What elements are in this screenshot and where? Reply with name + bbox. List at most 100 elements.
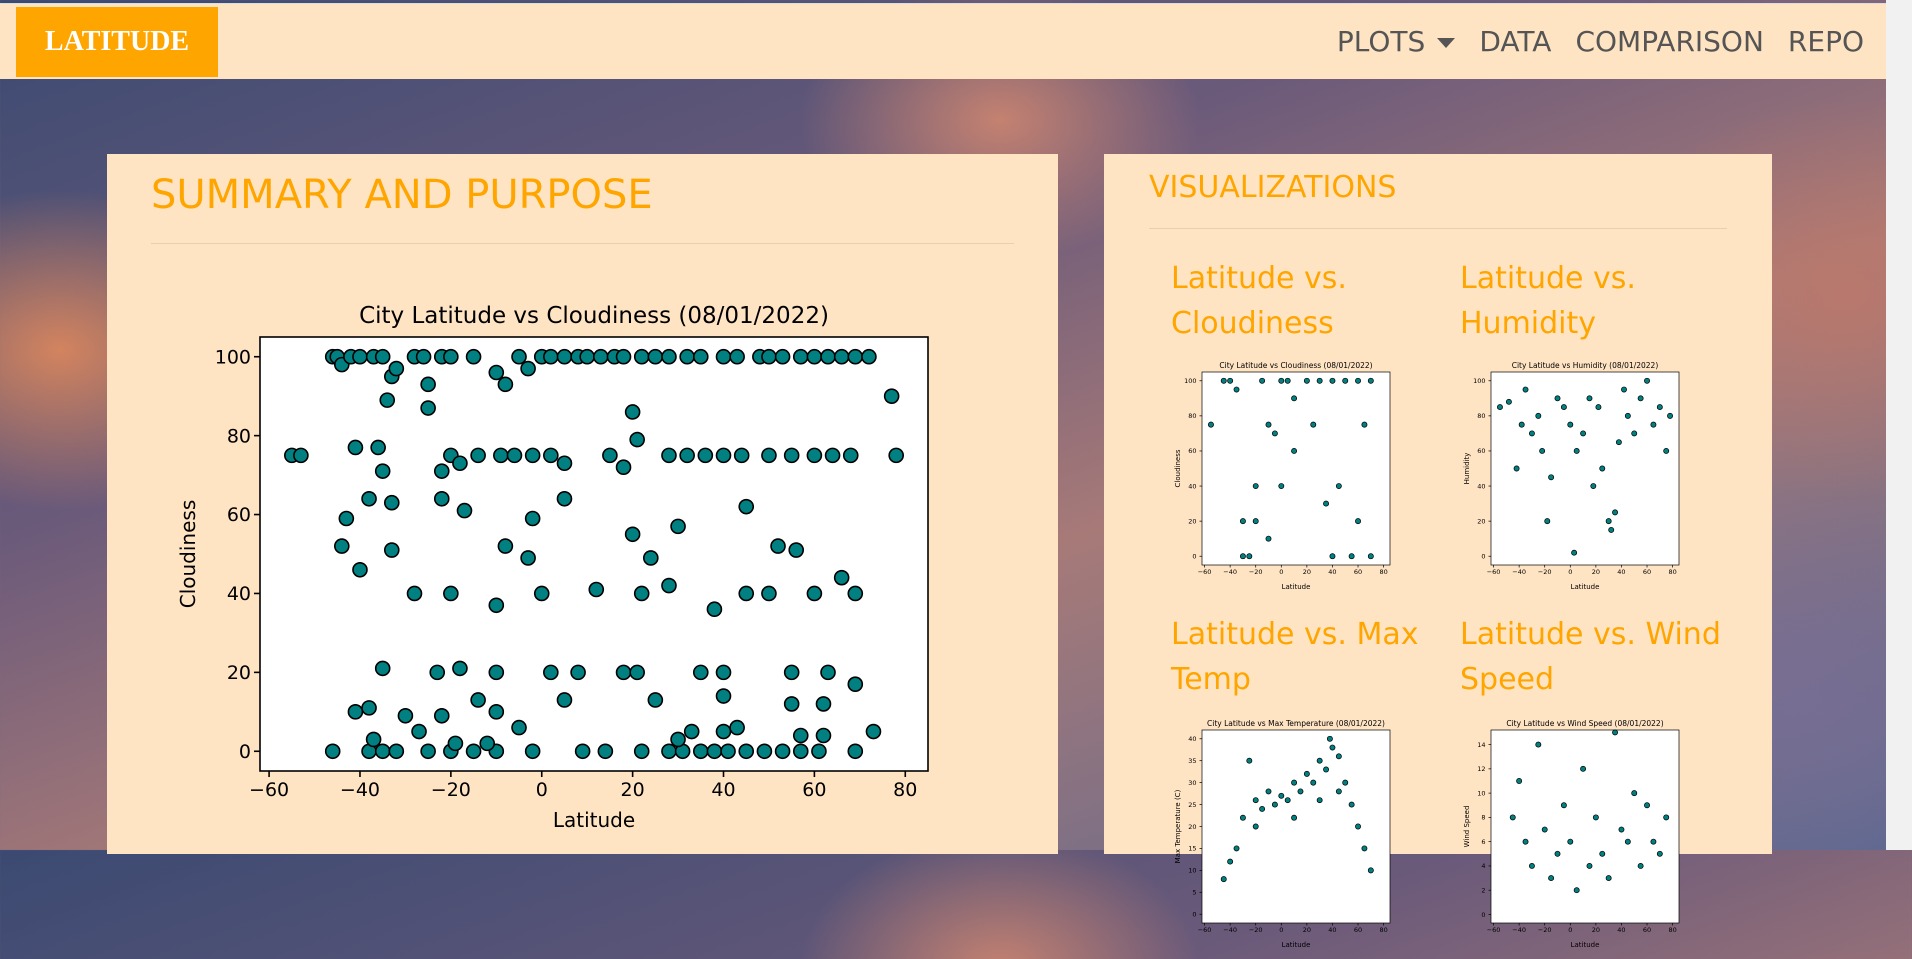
viz-heading[interactable]: Latitude vs. Humidity bbox=[1460, 261, 1636, 341]
point bbox=[615, 664, 632, 681]
point bbox=[602, 447, 618, 464]
x-tick-label: 40 bbox=[1328, 568, 1336, 576]
point bbox=[815, 696, 832, 712]
point bbox=[1323, 500, 1330, 507]
point bbox=[338, 510, 355, 527]
point bbox=[1310, 421, 1317, 428]
point bbox=[579, 348, 595, 365]
point bbox=[1567, 838, 1574, 845]
point bbox=[374, 463, 391, 479]
point bbox=[1567, 421, 1574, 428]
point bbox=[756, 743, 773, 760]
point bbox=[1326, 735, 1333, 742]
point bbox=[633, 743, 650, 760]
scrollbar[interactable] bbox=[1886, 0, 1912, 850]
x-tick-label: −40 bbox=[340, 779, 380, 801]
point bbox=[433, 463, 450, 479]
point bbox=[1316, 797, 1323, 804]
y-tick-label: 30 bbox=[1188, 779, 1196, 787]
y-tick-label: 40 bbox=[227, 583, 251, 605]
point bbox=[556, 348, 573, 365]
point bbox=[629, 664, 645, 681]
x-tick-label: 0 bbox=[1568, 926, 1572, 934]
point bbox=[1656, 850, 1663, 857]
point bbox=[361, 700, 377, 716]
point bbox=[661, 577, 677, 594]
point bbox=[670, 731, 686, 748]
point bbox=[1367, 377, 1374, 384]
point bbox=[806, 348, 823, 365]
point bbox=[1220, 876, 1227, 883]
point bbox=[524, 510, 541, 527]
point bbox=[1637, 862, 1644, 869]
y-tick-label: 0 bbox=[1481, 911, 1485, 919]
point bbox=[433, 490, 450, 507]
viz-heading[interactable]: Latitude vs. Cloudiness bbox=[1171, 261, 1347, 341]
point bbox=[406, 585, 423, 602]
point bbox=[1541, 826, 1548, 833]
point bbox=[1586, 862, 1593, 869]
point bbox=[524, 743, 541, 760]
point bbox=[692, 664, 709, 681]
point bbox=[1624, 412, 1631, 419]
point bbox=[1329, 377, 1336, 384]
point bbox=[1367, 867, 1374, 874]
point bbox=[1631, 430, 1638, 437]
thumbnail-chart[interactable]: −60 −40 −20 0 20 40 60 80 0 20 40 60 80 100 City Latit… bbox=[1171, 356, 1401, 601]
point bbox=[1355, 377, 1361, 384]
point bbox=[761, 348, 777, 365]
x-tick-label: 0 bbox=[536, 779, 548, 801]
chart-title: City Latitude vs Cloudiness (08/01/2022) bbox=[359, 303, 829, 329]
point bbox=[833, 569, 850, 586]
point bbox=[706, 743, 723, 760]
point bbox=[524, 447, 541, 464]
point bbox=[815, 727, 832, 744]
viz-heading[interactable]: Latitude vs. Max Temp bbox=[1171, 617, 1419, 697]
point bbox=[1227, 377, 1234, 384]
point bbox=[1291, 448, 1298, 454]
y-tick-label: 10 bbox=[1188, 867, 1196, 875]
y-tick-label: 80 bbox=[1477, 412, 1485, 420]
point bbox=[738, 743, 755, 760]
thumbnail-chart[interactable]: −60 −40 −20 0 20 40 60 80 0 5 10 15 20 25 30 35 40 City L… bbox=[1171, 714, 1401, 959]
point bbox=[588, 581, 605, 598]
point bbox=[1644, 802, 1650, 809]
point bbox=[597, 743, 614, 760]
point bbox=[715, 688, 732, 704]
point bbox=[1220, 377, 1227, 384]
point bbox=[820, 664, 836, 681]
brand[interactable]: LATITUDE bbox=[16, 7, 218, 77]
point bbox=[1656, 404, 1663, 411]
y-tick-label: 40 bbox=[1188, 735, 1196, 743]
x-tick-label: −20 bbox=[1249, 568, 1263, 576]
thumbnail-chart[interactable]: −60 −40 −20 0 20 40 60 80 0 2 4 6 8 10 12 14 City Latitu… bbox=[1460, 714, 1690, 959]
chart-title: City Latitude vs Wind Speed (08/01/2022) bbox=[1506, 719, 1663, 728]
point bbox=[647, 692, 664, 708]
point bbox=[1310, 779, 1317, 786]
point bbox=[1259, 806, 1266, 812]
point bbox=[633, 585, 650, 602]
x-tick-label: 40 bbox=[711, 779, 735, 801]
nav-link[interactable]: PLOTS bbox=[1337, 25, 1456, 58]
summary-title: SUMMARY AND PURPOSE bbox=[151, 172, 653, 218]
main-chart: −60 −40 −20 0 20 40 60 80 0 20 40 60 80 100 City Latit… bbox=[176, 303, 929, 832]
x-axis-label: Latitude bbox=[1282, 583, 1311, 591]
point bbox=[1586, 395, 1593, 402]
x-tick-label: 80 bbox=[893, 779, 917, 801]
plot-frame bbox=[259, 336, 929, 772]
y-tick-label: 20 bbox=[1188, 517, 1196, 525]
viz-heading[interactable]: Latitude vs. Wind Speed bbox=[1460, 617, 1721, 697]
point bbox=[397, 707, 414, 724]
nav-link[interactable]: DATA bbox=[1479, 25, 1552, 58]
y-tick-label: 8 bbox=[1481, 814, 1485, 822]
point bbox=[679, 348, 695, 365]
nav-link[interactable]: REPO bbox=[1787, 25, 1864, 58]
point bbox=[792, 727, 809, 744]
point bbox=[1252, 797, 1259, 804]
thumbnail-chart[interactable]: −60 −40 −20 0 20 40 60 80 0 20 40 60 80 100 City Latit… bbox=[1460, 356, 1690, 601]
nav-link[interactable]: COMPARISON bbox=[1575, 25, 1764, 58]
point bbox=[556, 490, 573, 507]
point bbox=[774, 743, 791, 760]
point bbox=[1522, 838, 1529, 845]
point bbox=[497, 376, 514, 393]
